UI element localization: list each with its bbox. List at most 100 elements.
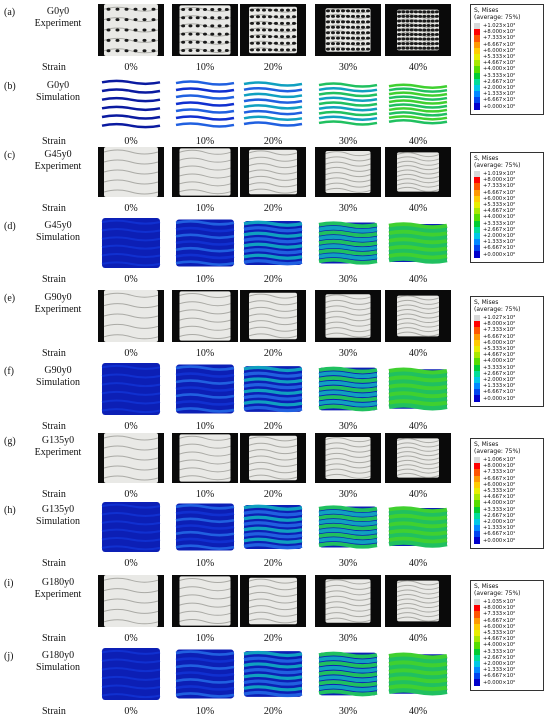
row-type: Simulation <box>36 232 80 243</box>
legend-value: +1.027×10³ <box>483 315 516 321</box>
legend-value: +2.000×10² <box>483 661 516 668</box>
strain-value: 30% <box>338 706 358 717</box>
legend-value: +7.333×10² <box>483 35 516 42</box>
legend-value: +2.000×10² <box>483 519 516 526</box>
legend-swatch <box>474 679 480 686</box>
row-type: Experiment <box>34 161 82 172</box>
legend-value: +6.000×10² <box>483 623 516 630</box>
legend-value: +1.333×10² <box>483 525 516 532</box>
strain-label: Strain <box>42 489 66 500</box>
legend-swatch <box>474 617 480 624</box>
experiment-image <box>385 147 451 197</box>
legend-colorbar <box>474 599 480 686</box>
strain-value: 30% <box>338 274 358 285</box>
legend-value: +6.667×10² <box>483 41 516 48</box>
row-type: Simulation <box>36 377 80 388</box>
legend-swatch <box>474 29 480 36</box>
legend-swatch <box>474 232 480 240</box>
panel-letter: (g) <box>4 436 16 447</box>
row-type: Simulation <box>36 92 80 103</box>
strain-value: 20% <box>263 558 283 569</box>
legend-value: +4.000×10² <box>483 358 516 365</box>
specimen-name: G90y0 <box>44 292 72 303</box>
strain-value: 0% <box>124 274 138 285</box>
simulation-image <box>315 78 381 130</box>
legend-value: +3.333×10² <box>483 648 516 655</box>
row-type: Simulation <box>36 516 80 527</box>
stress-legend: S, Mises (average: 75%) +1.019×10³ +8.000×1… <box>470 152 544 263</box>
legend-value: +8.000×10² <box>483 29 516 36</box>
legend-swatch <box>474 642 480 649</box>
experiment-image <box>315 147 381 197</box>
experiment-image <box>315 4 381 56</box>
experiment-image <box>240 433 306 483</box>
legend-value: +6.000×10² <box>483 195 516 202</box>
legend-colorbar <box>474 315 480 402</box>
legend-swatch <box>474 494 480 501</box>
simulation-image <box>172 502 238 552</box>
legend-swatch <box>474 339 480 346</box>
legend-colorbar <box>474 23 480 110</box>
specimen-name: G0y0 <box>46 6 70 17</box>
legend-value: +2.667×10² <box>483 226 516 233</box>
strain-label: Strain <box>42 348 66 359</box>
row-type: Experiment <box>34 589 82 600</box>
legend-swatch <box>474 315 480 322</box>
legend-swatch <box>474 208 480 215</box>
strain-value: 30% <box>338 421 358 432</box>
legend-swatch <box>474 469 480 476</box>
legend-value: +4.000×10² <box>483 66 516 73</box>
strain-label: Strain <box>42 274 66 285</box>
legend-swatch <box>474 78 480 85</box>
experiment-image <box>385 4 451 56</box>
simulation-image <box>98 648 164 700</box>
strain-value: 40% <box>408 203 428 214</box>
simulation-image <box>385 78 451 130</box>
experiment-image <box>385 575 451 627</box>
specimen-name: G135y0 <box>41 504 75 515</box>
legend-swatch <box>474 512 480 519</box>
strain-value: 20% <box>263 203 283 214</box>
specimen-name: G180y0 <box>41 577 75 588</box>
legend-swatch <box>474 226 480 233</box>
strain-value: 20% <box>263 274 283 285</box>
strain-value: 20% <box>263 633 283 644</box>
legend-swatch <box>474 660 480 668</box>
experiment-image <box>385 433 451 483</box>
legend-swatch <box>474 72 480 79</box>
stress-legend: S, Mises (average: 75%) +1.023×10³ +8.000×1… <box>470 4 544 115</box>
strain-value: 30% <box>338 558 358 569</box>
experiment-image <box>172 433 238 483</box>
simulation-image <box>315 218 381 268</box>
experiment-image <box>172 290 238 342</box>
legend-value: +7.333×10² <box>483 183 516 190</box>
legend-swatch <box>474 518 480 526</box>
legend-value: +6.000×10² <box>483 47 516 54</box>
legend-value: +6.667×10² <box>483 475 516 482</box>
legend-value: +6.000×10² <box>483 481 516 488</box>
legend-value: +5.333×10² <box>483 202 516 209</box>
row-type: Simulation <box>36 662 80 673</box>
legend-swatch <box>474 358 480 365</box>
legend-value: +5.333×10² <box>483 346 516 353</box>
stress-legend: S, Mises (average: 75%) +1.006×10³ +8.000×1… <box>470 438 544 549</box>
legend-swatch <box>474 60 480 67</box>
simulation-image <box>385 218 451 268</box>
legend-value: +7.333×10² <box>483 611 516 618</box>
legend-value: +2.667×10² <box>483 370 516 377</box>
legend-value: +2.000×10² <box>483 377 516 384</box>
legend-value: +2.000×10² <box>483 85 516 92</box>
experiment-image <box>240 290 306 342</box>
strain-value: 40% <box>408 136 428 147</box>
legend-value: +5.333×10² <box>483 54 516 61</box>
strain-value: 0% <box>124 421 138 432</box>
legend-value: +4.000×10² <box>483 642 516 649</box>
experiment-image <box>172 147 238 197</box>
panel-letter: (i) <box>4 578 14 589</box>
legend-swatch <box>474 84 480 92</box>
legend-value: +7.333×10² <box>483 469 516 476</box>
legend-swatch <box>474 23 480 30</box>
legend-swatch <box>474 97 480 104</box>
legend-value: +6.000×10² <box>483 339 516 346</box>
panel-letter: (e) <box>4 293 16 304</box>
